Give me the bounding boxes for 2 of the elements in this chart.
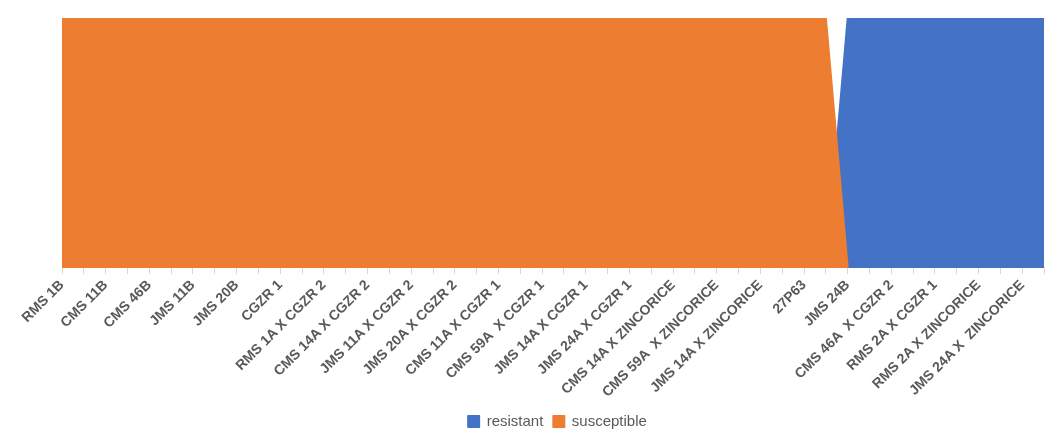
legend-label: susceptible bbox=[571, 411, 647, 429]
legend-label: resistant bbox=[486, 411, 545, 429]
